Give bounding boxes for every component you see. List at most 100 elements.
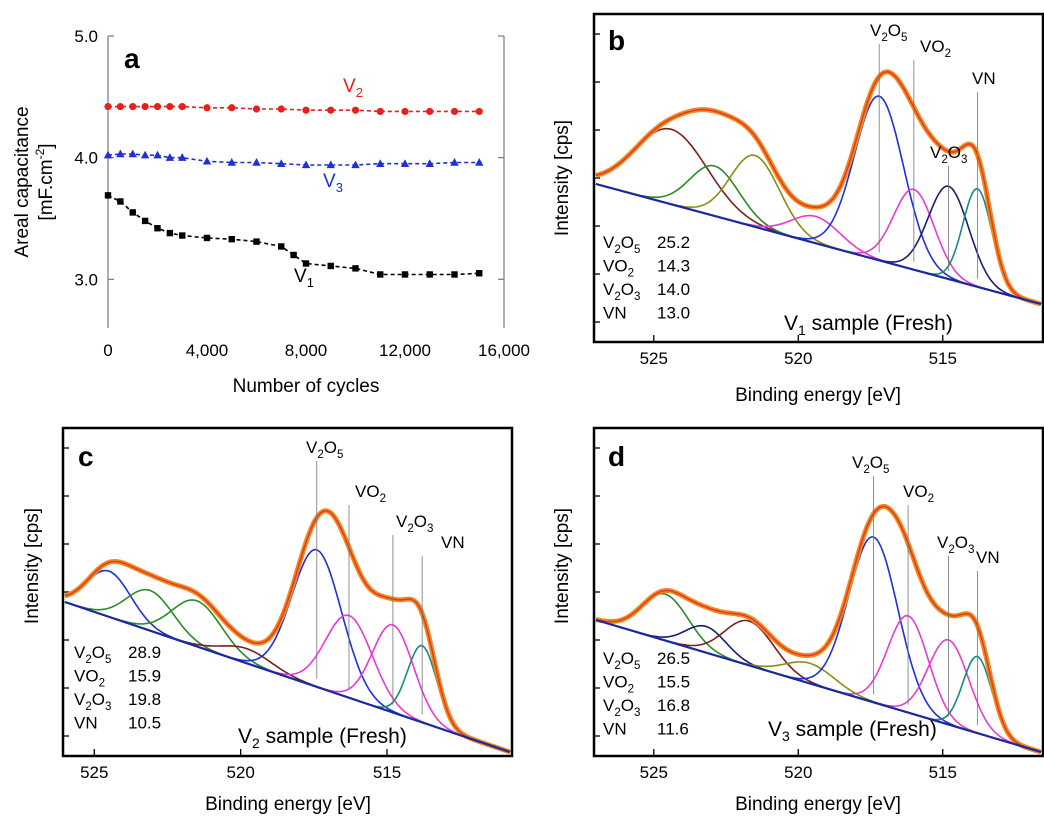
point-v1 — [166, 229, 174, 237]
panel-d-x-axis-title: Binding energy [eV] — [735, 794, 901, 815]
point-v1 — [253, 238, 260, 245]
panel-d-letter: d — [608, 441, 625, 472]
panel-a-letter: a — [124, 43, 140, 74]
panel-a-y-axis-title: Areal capacitance [mF.cm-2] — [12, 106, 57, 257]
table-species: VN — [603, 304, 627, 323]
table-value: 15.9 — [128, 667, 161, 686]
peak-label-v2o5: V2O5 — [852, 453, 889, 476]
envelope-fit — [595, 505, 1042, 753]
point-v2 — [203, 104, 211, 112]
panel-b-y-axis-title: Intensity [cps] — [552, 120, 573, 236]
point-v2 — [141, 102, 149, 111]
sample-label-sub: 1 — [798, 322, 806, 338]
table-species-mid: O — [621, 649, 634, 668]
peak-label-vo2: VO2 — [355, 482, 386, 505]
table-species-base: VO — [603, 257, 628, 276]
peak-label-v2o3-sub2: 3 — [968, 544, 974, 556]
point-v2 — [327, 106, 335, 114]
x-tick-label: 515 — [929, 763, 957, 782]
table-value: 26.5 — [657, 649, 690, 668]
point-v3 — [326, 160, 335, 169]
table-species-sub: 2 — [614, 707, 620, 719]
point-v1 — [451, 271, 458, 278]
peak-label-v2o3: V2O3 — [937, 533, 974, 556]
table-value: 25.2 — [657, 233, 690, 252]
point-v1 — [401, 271, 409, 278]
x-tick-label: 520 — [226, 763, 254, 782]
point-v3 — [140, 150, 150, 159]
point-v1 — [203, 234, 211, 242]
panel-c-y-axis-title: Intensity [cps] — [22, 508, 43, 624]
panel-c-letter: c — [78, 441, 94, 472]
table-species-mid: O — [621, 233, 634, 252]
point-v3 — [301, 160, 311, 169]
point-v3 — [252, 158, 261, 166]
point-v2 — [351, 106, 360, 114]
series-line-v2 — [108, 105, 480, 113]
peak-label-v2o5-base: V — [306, 438, 318, 457]
point-v1 — [327, 262, 334, 270]
table-species: VN — [74, 714, 98, 733]
panel-a-x-ticks: 0 4,000 8,000 12,000 16,000 — [103, 341, 530, 360]
peak-label-v2o5-base: V — [870, 21, 882, 40]
table-value: 16.8 — [657, 696, 690, 715]
peak-label-v2o5-mid: O — [324, 438, 337, 457]
table-species-base: V — [74, 643, 86, 662]
peak-label-v2o3-base: V — [930, 143, 942, 162]
table-value: 11.6 — [657, 720, 689, 739]
point-v2 — [277, 105, 285, 113]
point-v2 — [401, 107, 409, 116]
peak-label-v2o3-base: V — [937, 533, 949, 552]
panel-d-y-axis-title: Intensity [cps] — [552, 508, 573, 624]
panel-b-x-axis-title: Binding energy [eV] — [735, 385, 901, 406]
table-species-sub2: 3 — [634, 291, 640, 303]
point-v1 — [290, 251, 297, 259]
peak-label-v2o3-sub: 2 — [948, 544, 954, 556]
peak-label-vo2-sub: 2 — [945, 48, 951, 60]
x-tick-label: 525 — [640, 763, 668, 782]
table-species-base: V — [603, 233, 615, 252]
x-tick-label: 16,000 — [478, 341, 530, 360]
peak-label-v2o3-mid: O — [414, 512, 427, 531]
peak-label-vn-base: VN — [441, 533, 465, 552]
peak-label-vn: VN — [972, 69, 996, 88]
table-species: V2O3 — [603, 696, 640, 719]
table-value: 15.5 — [657, 673, 690, 692]
sample-label: V2 sample (Fresh) — [238, 725, 407, 751]
table-species-base: VO — [603, 673, 628, 692]
sample-label-rest: sample (Fresh) — [806, 312, 953, 335]
peak-label-vo2: VO2 — [920, 37, 951, 60]
sample-label-base: V — [768, 718, 782, 741]
point-v2 — [252, 105, 261, 113]
point-v3 — [202, 156, 212, 165]
table-species-mid: O — [92, 643, 105, 662]
point-v3 — [351, 160, 360, 169]
sample-label-rest: sample (Fresh) — [260, 725, 407, 748]
x-tick-label: 525 — [80, 763, 108, 782]
table-species: VO2 — [603, 673, 634, 696]
table-value: 13.0 — [657, 304, 690, 323]
table-species-base: VO — [74, 667, 99, 686]
point-v2 — [302, 106, 310, 114]
background-line — [595, 618, 1042, 754]
point-v1 — [154, 225, 161, 232]
point-v1 — [179, 232, 186, 239]
table-value: 28.9 — [128, 643, 161, 662]
table-species: V2O5 — [603, 649, 640, 672]
background-line — [64, 600, 511, 754]
envelope-fit — [595, 70, 1042, 305]
point-v2 — [153, 102, 162, 111]
peak-label-vn-base: VN — [976, 548, 1000, 567]
series-line-v3 — [107, 153, 480, 166]
sample-label: V3 sample (Fresh) — [768, 718, 937, 744]
table-species-base: V — [603, 280, 615, 299]
peak-label-v2o5-sub: 2 — [863, 464, 869, 476]
point-v1 — [129, 209, 136, 216]
point-v3 — [153, 150, 162, 159]
table-species-sub2: 3 — [105, 701, 111, 713]
peak-label-v2o3-base: V — [396, 512, 408, 531]
peak-label-v2o5-sub: 2 — [881, 32, 887, 44]
point-v2 — [475, 107, 483, 116]
